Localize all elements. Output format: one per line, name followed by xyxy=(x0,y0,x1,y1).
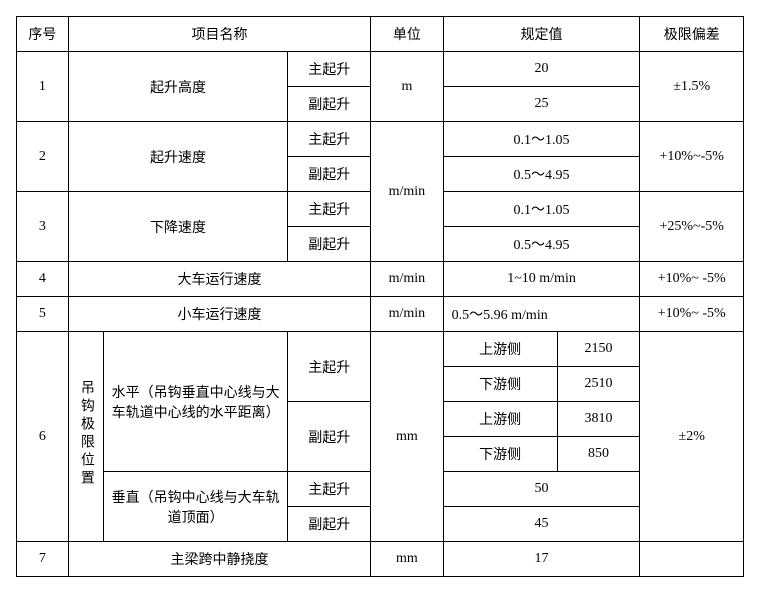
v-main: 主起升 xyxy=(288,472,371,507)
sub-aux-3: 副起升 xyxy=(288,227,371,262)
hdr-value: 规定值 xyxy=(443,17,640,52)
unit-4: m/min xyxy=(371,262,443,297)
sub-main: 主起升 xyxy=(288,52,371,87)
val-1-aux: 25 xyxy=(443,87,640,122)
vert-desc: 垂直（吊钩中心线与大车轨道顶面） xyxy=(103,472,287,542)
val-v-main: 50 xyxy=(443,472,640,507)
header-row: 序号 项目名称 单位 规定值 极限偏差 xyxy=(17,17,744,52)
name-2: 起升速度 xyxy=(68,122,288,192)
lbl-downstream-2: 下游侧 xyxy=(443,437,557,472)
seq-4: 4 xyxy=(17,262,69,297)
row-7: 7 主梁跨中静挠度 mm 17 xyxy=(17,542,744,577)
val-aux-up: 3810 xyxy=(557,402,640,437)
sub-aux: 副起升 xyxy=(288,87,371,122)
unit-7: mm xyxy=(371,542,443,577)
name-1: 起升高度 xyxy=(68,52,288,122)
row-2-main: 2 起升速度 主起升 m/min 0.1～1.05 +10%~-5% xyxy=(17,122,744,157)
val-7: 17 xyxy=(443,542,640,577)
hdr-seq: 序号 xyxy=(17,17,69,52)
hdr-tol: 极限偏差 xyxy=(640,17,744,52)
row-4: 4 大车运行速度 m/min 1~10 m/min +10%~ -5% xyxy=(17,262,744,297)
seq-2: 2 xyxy=(17,122,69,192)
sub-aux-2: 副起升 xyxy=(288,157,371,192)
seq-7: 7 xyxy=(17,542,69,577)
val-2-aux: 0.5～4.95 xyxy=(443,157,640,192)
lbl-downstream-1: 下游侧 xyxy=(443,367,557,402)
val-3-aux: 0.5～4.95 xyxy=(443,227,640,262)
lbl-upstream-2: 上游侧 xyxy=(443,402,557,437)
sub-main-2: 主起升 xyxy=(288,122,371,157)
name-7: 主梁跨中静挠度 xyxy=(68,542,370,577)
tol-4: +10%~ -5% xyxy=(640,262,744,297)
val-main-up: 2150 xyxy=(557,332,640,367)
val-main-down: 2510 xyxy=(557,367,640,402)
tol-3: +25%~-5% xyxy=(640,192,744,262)
hdr-name: 项目名称 xyxy=(68,17,370,52)
val-1-main: 20 xyxy=(443,52,640,87)
val-aux-down: 850 xyxy=(557,437,640,472)
val-2-main: 0.1～1.05 xyxy=(443,122,640,157)
seq-5: 5 xyxy=(17,297,69,332)
name-3: 下降速度 xyxy=(68,192,288,262)
row-1-main: 1 起升高度 主起升 m 20 ±1.5% xyxy=(17,52,744,87)
seq-3: 3 xyxy=(17,192,69,262)
tol-2: +10%~-5% xyxy=(640,122,744,192)
unit-23: m/min xyxy=(371,122,443,262)
hook-limit-text: 吊钩极限位置 xyxy=(76,380,96,488)
tol-7 xyxy=(640,542,744,577)
spec-table: 序号 项目名称 单位 规定值 极限偏差 1 起升高度 主起升 m 20 ±1.5… xyxy=(16,16,744,577)
seq-1: 1 xyxy=(17,52,69,122)
v-aux: 副起升 xyxy=(288,507,371,542)
name-4: 大车运行速度 xyxy=(68,262,370,297)
tol-1: ±1.5% xyxy=(640,52,744,122)
unit-5: m/min xyxy=(371,297,443,332)
h-aux: 副起升 xyxy=(288,402,371,472)
lbl-upstream-1: 上游侧 xyxy=(443,332,557,367)
hdr-unit: 单位 xyxy=(371,17,443,52)
val-4: 1~10 m/min xyxy=(443,262,640,297)
unit-6: mm xyxy=(371,332,443,542)
hook-limit-label: 吊钩极限位置 xyxy=(68,332,103,542)
val-v-aux: 45 xyxy=(443,507,640,542)
tol-5: +10%~ -5% xyxy=(640,297,744,332)
val-3-main: 0.1～1.05 xyxy=(443,192,640,227)
h-main: 主起升 xyxy=(288,332,371,402)
val-5: 0.5～5.96 m/min xyxy=(443,297,640,332)
sub-main-3: 主起升 xyxy=(288,192,371,227)
horiz-desc: 水平（吊钩垂直中心线与大车轨道中心线的水平距离） xyxy=(103,332,287,472)
seq-6: 6 xyxy=(17,332,69,542)
tol-6: ±2% xyxy=(640,332,744,542)
name-5: 小车运行速度 xyxy=(68,297,370,332)
row-6-h-main-up: 6 吊钩极限位置 水平（吊钩垂直中心线与大车轨道中心线的水平距离） 主起升 mm… xyxy=(17,332,744,367)
unit-1: m xyxy=(371,52,443,122)
row-5: 5 小车运行速度 m/min 0.5～5.96 m/min +10%~ -5% xyxy=(17,297,744,332)
